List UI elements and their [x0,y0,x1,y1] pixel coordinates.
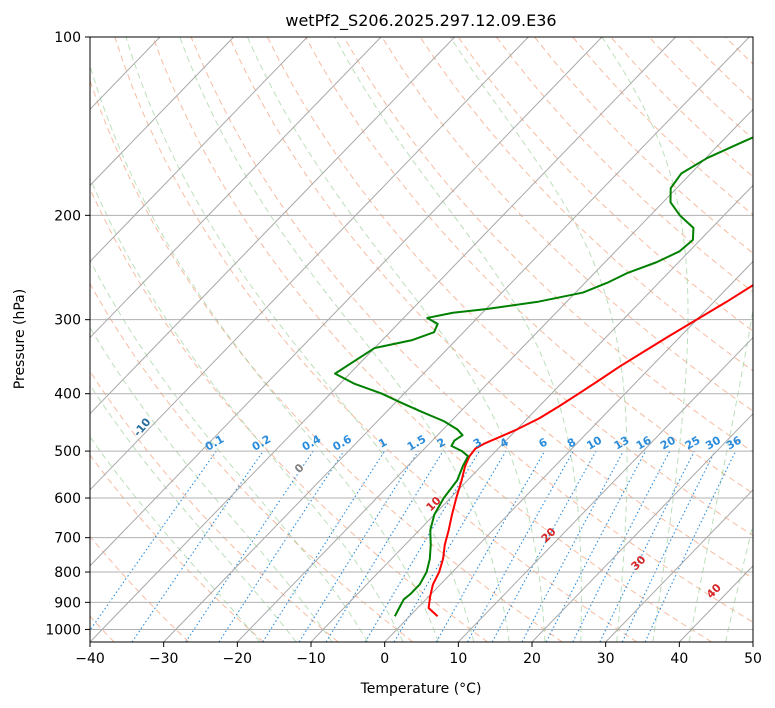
profile-series [334,136,753,617]
grid-lines [0,37,753,642]
isotherm-line [384,260,753,642]
dry-adiabat-line [90,187,488,642]
y-axis-label: Pressure (hPa) [12,289,28,389]
isotherm-line [90,37,234,187]
mixing-ratio-line [572,450,671,642]
y-tick-label: 600 [54,491,81,507]
isotherm-line [0,37,13,642]
dry-adiabat-line [114,37,638,642]
isotherm-line [752,641,753,642]
y-tick-label: 500 [54,444,81,460]
mixing-ratio-line [467,450,574,642]
x-tick-label: −10 [296,651,326,667]
moist-adiabat-line [449,37,628,642]
y-tick-label: 1000 [45,622,81,638]
plot-frame [89,36,754,643]
isotherm-line [457,336,753,642]
y-tick-label: 300 [54,313,81,329]
moist-adiabat-line [762,37,775,642]
mixing-ratio-line [218,450,345,642]
isotherm-line [310,184,753,642]
isotherm-line [531,412,753,642]
isotherm-line [90,37,676,642]
dry-adiabat-line [90,454,264,642]
dry-adiabat-line [90,78,563,642]
moist-adiabat-line [601,37,689,642]
moist-adiabat-line [125,37,475,642]
isotherm-line [90,37,455,415]
x-tick-label: −40 [75,651,105,667]
y-tick-label: 800 [54,565,81,581]
x-tick-label: −20 [223,651,253,667]
x-tick-label: 10 [449,651,467,667]
chart-title: wetPf2_S206.2025.297.12.09.E36 [285,11,556,31]
moist-adiabat-line [90,326,333,642]
y-tick-label: 100 [54,30,81,46]
mixing-ratio-line [131,450,264,642]
moist-adiabat-line [90,64,439,642]
isotherm-line [90,37,603,567]
y-tick-label: 200 [54,208,81,224]
dry-adiabat-line [90,370,339,642]
moist-adiabat-line [334,37,582,642]
moist-adiabat-line [247,37,546,642]
y-tick-label: 700 [54,531,81,547]
mixing-ratio-line [599,450,695,642]
moist-adiabat-line [90,436,261,642]
moist-adiabat-line [90,259,369,642]
mixing-ratio-line [325,450,444,642]
mixing-ratio-line [262,450,386,642]
dry-adiabat-line [763,37,775,642]
axes: −40 −30 −20 −10 0 10 20 30 40 50 100 200 300 400 500 60… [45,30,762,667]
moist-adiabat-line [725,522,753,642]
isotherm-line [90,37,529,491]
mixing-ratio-line [521,450,624,642]
x-tick-label: 40 [670,651,688,667]
mixing-ratio-line [435,450,546,642]
x-axis-label: Temperature (°C) [360,681,482,697]
isotherm-line [163,37,750,642]
isotherm-line [90,37,382,339]
x-tick-label: 50 [744,651,762,667]
y-tick-label: 400 [54,387,81,403]
moist-adiabat-line [688,306,753,642]
dry-adiabat-line [495,37,753,293]
temperature-profile-line [427,283,753,617]
moist-adiabat-line [90,384,297,642]
plot-area [90,37,753,642]
mixing-ratio-line [90,450,217,632]
isotherm-line [236,108,753,642]
moist-adiabat-line [179,37,510,642]
x-tick-label: 0 [380,651,389,667]
isotherm-line [605,489,753,642]
y-tick-label: 900 [54,595,81,611]
x-tick-label: 30 [597,651,615,667]
isotherm-line [90,37,308,263]
x-tick-label: 20 [523,651,541,667]
mixing-ratio-line [185,450,314,642]
dry-adiabat-line [190,37,753,623]
dewpoint-profile-line [334,136,753,617]
x-tick-label: −30 [149,651,179,667]
